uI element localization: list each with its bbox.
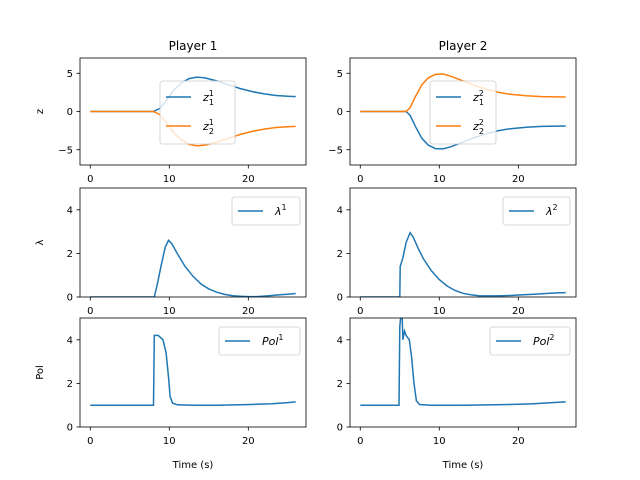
x-tick-label: 0 — [357, 436, 363, 447]
legend-box — [218, 326, 301, 356]
x-tick-label: 10 — [163, 436, 176, 447]
y-tick-label: 4 — [67, 335, 73, 346]
y-tick-label: 4 — [337, 205, 343, 216]
y-tick-label: 4 — [337, 335, 343, 346]
series-line-z2-0 — [360, 110, 566, 150]
legend-box — [159, 80, 236, 145]
legend-p2: Pol2 — [489, 326, 571, 356]
axes-frame-p2 — [349, 317, 577, 428]
y-tick-label: 0 — [337, 423, 343, 434]
y-tick-label: 0 — [337, 293, 343, 304]
x-tick-label: 20 — [512, 436, 525, 447]
y-tick-label: 5 — [337, 69, 343, 80]
legend-box — [489, 326, 571, 356]
y-tick-label: 2 — [67, 379, 73, 390]
y-tick-label: 0 — [67, 423, 73, 434]
legend-box — [429, 80, 497, 145]
axes-title: Player 2 — [439, 39, 488, 53]
y-axis-label: λ — [35, 239, 46, 245]
x-tick-label: 0 — [87, 306, 93, 317]
x-tick-label: 20 — [242, 174, 255, 185]
legend-label: z2 2 — [472, 118, 484, 136]
x-tick-label: 10 — [433, 306, 446, 317]
axes-l2: 0 10 20 0 2 4 λ2 — [337, 187, 577, 317]
legend-label: z2 1 — [472, 89, 484, 107]
x-tick-label: 20 — [242, 306, 255, 317]
x-tick-label: 10 — [433, 174, 446, 185]
legend-box — [231, 196, 301, 226]
x-tick-label: 10 — [433, 436, 446, 447]
series-line-p1-0 — [90, 334, 296, 406]
y-axis-label: z — [35, 109, 46, 114]
y-tick-label: −5 — [58, 145, 73, 156]
legend-box — [502, 196, 571, 226]
x-tick-label: 0 — [357, 306, 363, 317]
y-tick-label: 2 — [337, 249, 343, 260]
legend-label: λ2 — [545, 203, 558, 218]
y-tick-label: 0 — [337, 107, 343, 118]
axes-z2: 0 10 20 −5 0 5 Player 2 z2 1 z2 2 — [328, 39, 577, 185]
legend-label: λ1 — [274, 203, 287, 218]
y-tick-label: 5 — [67, 69, 73, 80]
x-axis-label: Time (s) — [442, 460, 484, 471]
axes-z1: 0 10 20 −5 0 5 Player 1 z z1 1 z1 2 — [35, 39, 307, 185]
y-tick-label: −5 — [328, 145, 343, 156]
x-tick-label: 0 — [87, 174, 93, 185]
y-tick-label: 2 — [337, 379, 343, 390]
x-tick-label: 20 — [512, 174, 525, 185]
axes-frame-l1 — [79, 187, 307, 298]
legend-label: z1 2 — [202, 118, 214, 136]
x-tick-label: 20 — [242, 436, 255, 447]
legend-l2: λ2 — [502, 196, 571, 226]
x-tick-label: 10 — [163, 174, 176, 185]
axes-p2: 0 10 20 0 2 4 Time (s) Pol2 — [337, 317, 577, 471]
axes-p1: 0 10 20 0 2 4 Pol Time (s) Pol1 — [35, 317, 307, 471]
series-line-z2-1 — [360, 73, 566, 113]
legend-label: z1 1 — [202, 89, 214, 107]
y-tick-label: 4 — [67, 205, 73, 216]
axes-l1: 0 10 20 0 2 4 λ λ1 — [35, 187, 307, 317]
legend-l1: λ1 — [231, 196, 301, 226]
legend-label: Pol1 — [262, 333, 284, 348]
y-tick-label: 2 — [67, 249, 73, 260]
y-tick-label: 0 — [67, 293, 73, 304]
axes-frame-l2 — [349, 187, 577, 298]
axes-title: Player 1 — [169, 39, 218, 53]
legend-label: Pol2 — [533, 333, 555, 348]
y-tick-label: 0 — [67, 107, 73, 118]
legend-z2: z2 1 z2 2 — [429, 80, 497, 145]
x-tick-label: 0 — [357, 174, 363, 185]
axes-frame-p1 — [79, 317, 307, 428]
x-tick-label: 20 — [512, 306, 525, 317]
legend-p1: Pol1 — [218, 326, 301, 356]
series-line-p2-0 — [360, 318, 566, 406]
series-line-l1-0 — [90, 239, 296, 297]
x-tick-label: 10 — [163, 306, 176, 317]
x-axis-label: Time (s) — [172, 460, 214, 471]
series-line-l2-0 — [360, 231, 566, 297]
x-tick-label: 0 — [87, 436, 93, 447]
legend-z1: z1 1 z1 2 — [159, 80, 236, 145]
y-axis-label: Pol — [35, 365, 46, 380]
